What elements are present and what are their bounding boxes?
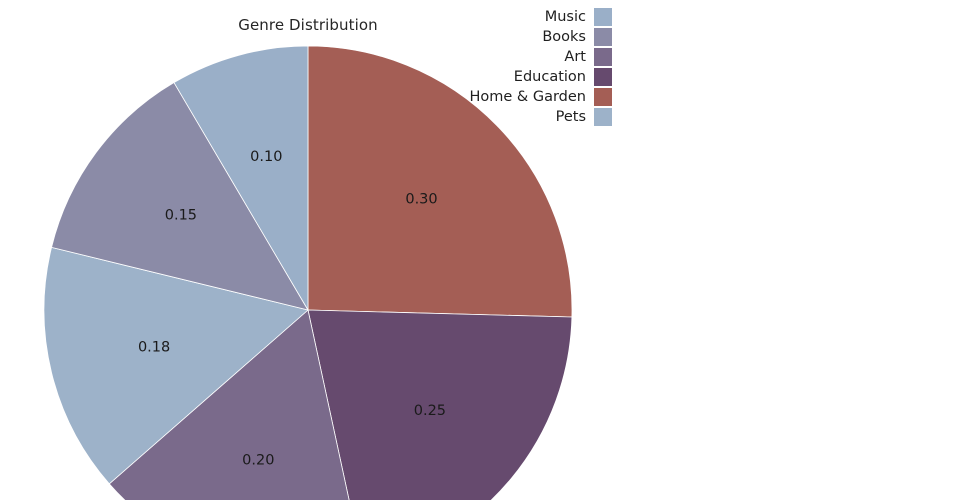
legend-color-swatch: [594, 108, 612, 126]
legend-item-label: Pets: [555, 109, 586, 125]
pie-slice-value-label: 0.30: [405, 192, 437, 208]
pie-slice[interactable]: [307, 309, 573, 500]
legend-color-swatch: [594, 68, 612, 86]
pie-slice[interactable]: [108, 309, 363, 500]
legend-item[interactable]: Education: [430, 68, 612, 86]
legend-item-label: Books: [542, 29, 586, 45]
pie-slice-value-label: 0.20: [242, 452, 274, 468]
legend-item-label: Home & Garden: [469, 89, 587, 105]
pie-slice-label-group: 0.30 0.25 0.20 0.18 0.15 0.10: [138, 149, 446, 468]
legend-item-label: Art: [564, 49, 586, 65]
pie-slice[interactable]: [173, 45, 309, 312]
pie-slice-group: [43, 45, 573, 500]
legend: Music Books Art Education Home & Garden Pets: [430, 8, 612, 126]
legend-color-swatch: [594, 28, 612, 46]
legend-color-swatch: [594, 88, 612, 106]
page-title: Genre Distribution: [238, 16, 378, 34]
pie-slice-value-label: 0.10: [250, 149, 282, 165]
legend-item-label: Music: [544, 9, 586, 25]
pie-slice-value-label: 0.18: [138, 340, 170, 356]
legend-color-swatch: [594, 48, 612, 66]
pie-slice[interactable]: [43, 246, 309, 485]
legend-item[interactable]: Home & Garden: [430, 88, 612, 106]
legend-item[interactable]: Music: [430, 8, 612, 26]
legend-item-label: Education: [513, 69, 586, 85]
pie-slice-value-label: 0.25: [414, 403, 446, 419]
pie-slice-value-label: 0.15: [165, 208, 197, 224]
pie-slice[interactable]: [307, 45, 573, 318]
pie-slice[interactable]: [51, 82, 309, 311]
legend-color-swatch: [594, 8, 612, 26]
legend-item[interactable]: Art: [430, 48, 612, 66]
legend-item[interactable]: Books: [430, 28, 612, 46]
legend-item[interactable]: Pets: [430, 108, 612, 126]
